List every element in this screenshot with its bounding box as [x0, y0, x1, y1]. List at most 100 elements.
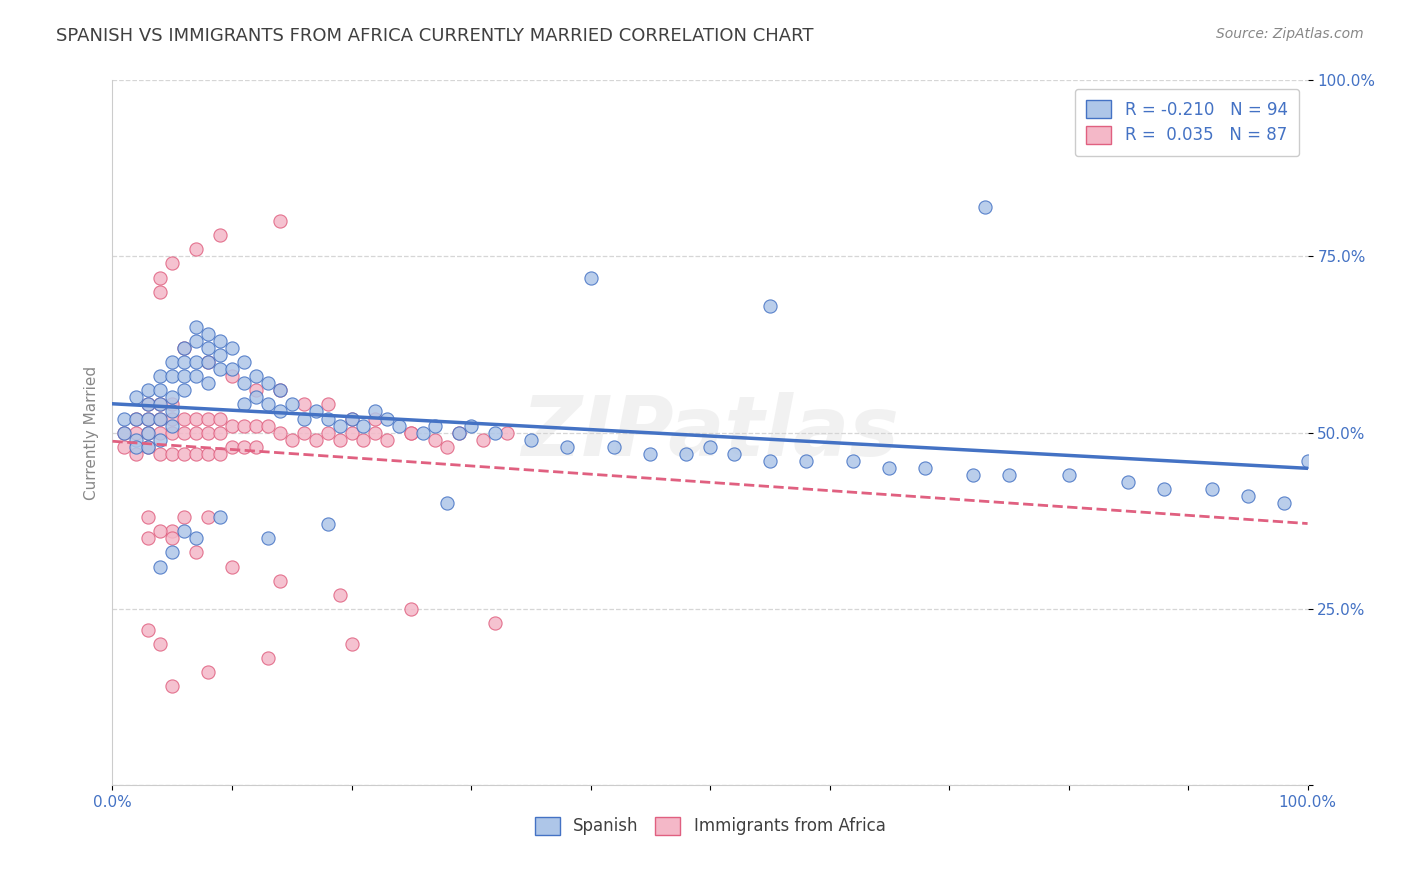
Point	[962, 467, 984, 482]
Point	[186, 411, 208, 425]
Point	[114, 411, 135, 425]
Point	[125, 440, 148, 454]
Point	[114, 425, 135, 440]
Point	[138, 623, 160, 637]
Point	[138, 532, 160, 546]
Point	[197, 447, 219, 461]
Point	[257, 397, 280, 411]
Point	[114, 440, 135, 454]
Point	[186, 545, 208, 559]
Point	[447, 425, 470, 440]
Point	[162, 256, 183, 270]
Point	[245, 369, 267, 384]
Point	[173, 425, 195, 440]
Point	[233, 440, 256, 454]
Point	[221, 440, 243, 454]
Point	[138, 425, 160, 440]
Point	[138, 510, 160, 524]
Point	[281, 433, 304, 447]
Point	[233, 376, 256, 391]
Point	[209, 334, 232, 348]
Point	[173, 510, 195, 524]
Point	[125, 425, 148, 440]
Point	[173, 341, 195, 355]
Point	[138, 397, 160, 411]
Point	[138, 440, 160, 454]
Point	[197, 665, 219, 680]
Point	[603, 440, 626, 454]
Point	[173, 341, 195, 355]
Point	[340, 411, 363, 425]
Point	[269, 574, 291, 588]
Y-axis label: Currently Married: Currently Married	[83, 366, 98, 500]
Point	[401, 425, 423, 440]
Point	[425, 418, 447, 433]
Point	[352, 418, 374, 433]
Point	[340, 637, 363, 651]
Point	[257, 651, 280, 665]
Point	[914, 460, 936, 475]
Point	[520, 433, 543, 447]
Point	[233, 418, 256, 433]
Point	[364, 425, 387, 440]
Point	[162, 391, 183, 405]
Point	[138, 425, 160, 440]
Point	[221, 559, 243, 574]
Point	[138, 397, 160, 411]
Point	[257, 376, 280, 391]
Point	[209, 228, 232, 243]
Point	[138, 411, 160, 425]
Text: SPANISH VS IMMIGRANTS FROM AFRICA CURRENTLY MARRIED CORRELATION CHART: SPANISH VS IMMIGRANTS FROM AFRICA CURREN…	[56, 27, 814, 45]
Point	[149, 411, 172, 425]
Point	[197, 425, 219, 440]
Point	[1057, 467, 1080, 482]
Point	[281, 397, 304, 411]
Point	[329, 433, 352, 447]
Point	[879, 460, 901, 475]
Point	[162, 369, 183, 384]
Point	[484, 425, 506, 440]
Point	[138, 384, 160, 398]
Text: ZIPatlas: ZIPatlas	[522, 392, 898, 473]
Point	[162, 411, 183, 425]
Point	[292, 397, 315, 411]
Point	[364, 404, 387, 418]
Point	[149, 397, 172, 411]
Point	[436, 440, 458, 454]
Point	[269, 384, 291, 398]
Point	[125, 447, 148, 461]
Point	[209, 447, 232, 461]
Point	[305, 433, 328, 447]
Point	[292, 425, 315, 440]
Point	[162, 679, 183, 693]
Point	[197, 411, 219, 425]
Point	[269, 214, 291, 228]
Point	[759, 454, 782, 468]
Point	[149, 433, 172, 447]
Point	[316, 397, 339, 411]
Point	[197, 341, 219, 355]
Point	[149, 285, 172, 299]
Point	[197, 326, 219, 341]
Point	[173, 524, 195, 539]
Point	[794, 454, 817, 468]
Point	[1201, 482, 1223, 496]
Point	[162, 404, 183, 418]
Point	[162, 545, 183, 559]
Point	[149, 411, 172, 425]
Point	[436, 496, 458, 510]
Point	[974, 200, 997, 214]
Point	[1237, 489, 1260, 503]
Point	[125, 433, 148, 447]
Legend: Spanish, Immigrants from Africa: Spanish, Immigrants from Africa	[523, 805, 897, 847]
Point	[998, 467, 1021, 482]
Point	[245, 384, 267, 398]
Point	[233, 355, 256, 369]
Point	[269, 404, 291, 418]
Point	[1272, 496, 1295, 510]
Point	[723, 447, 745, 461]
Point	[197, 355, 219, 369]
Point	[221, 341, 243, 355]
Text: Source: ZipAtlas.com: Source: ZipAtlas.com	[1216, 27, 1364, 41]
Point	[149, 447, 172, 461]
